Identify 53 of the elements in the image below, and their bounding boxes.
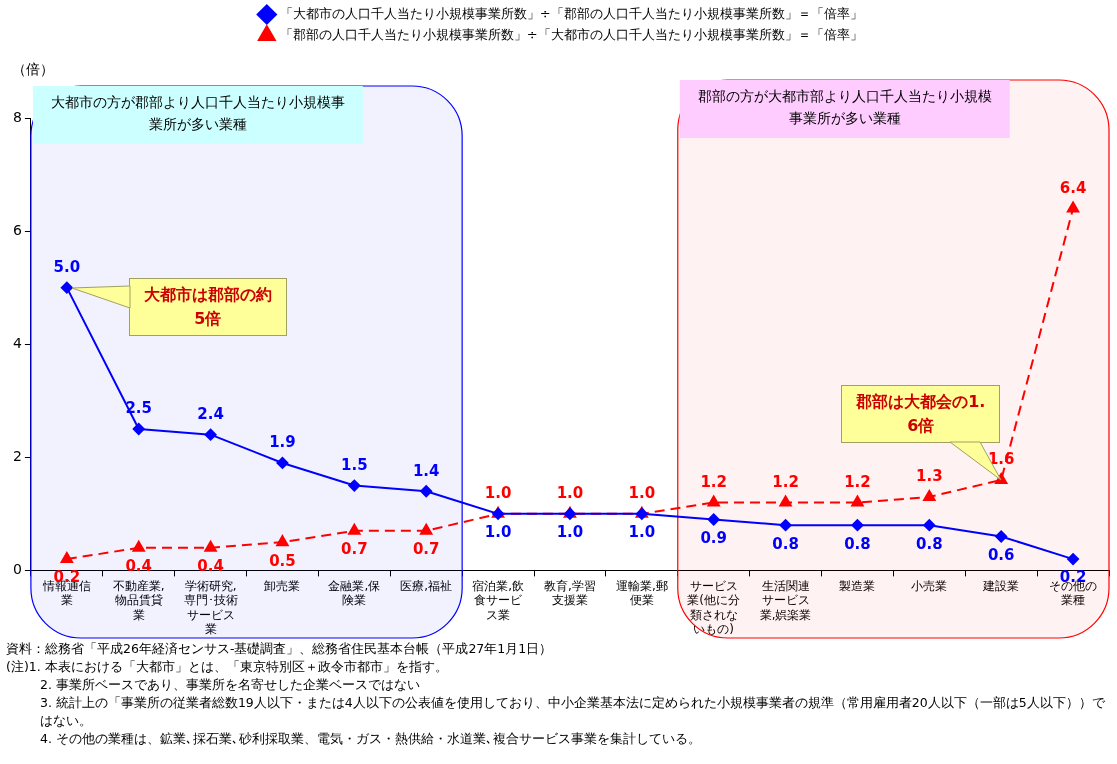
data-label: 1.2 xyxy=(772,472,799,491)
x-tick-label: 金融業,保険業 xyxy=(328,578,381,608)
data-label: 0.8 xyxy=(772,534,799,553)
data-label: 1.5 xyxy=(341,455,368,474)
y-tick-label: 6 xyxy=(12,221,22,238)
data-label: 5.0 xyxy=(53,258,81,277)
data-label: 1.3 xyxy=(916,467,943,486)
data-label: 1.0 xyxy=(484,484,512,503)
x-tick-label: 学術研究,専門･技術サービス業 xyxy=(183,578,238,636)
y-tick-label: 8 xyxy=(12,108,22,125)
x-tick-label: 宿泊業,飲食サービス業 xyxy=(472,578,524,622)
legend-label: 「郡部の人口千人当たり小規模事業所数」÷「大都市の人口千人当たり小規模事業所数」＝「倍率」 xyxy=(279,26,863,42)
data-label: 0.8 xyxy=(916,534,943,553)
band-label: 大都市の方が郡部より人口千人当たり小規模事業所が多い業種 xyxy=(50,93,345,132)
data-label: 0.8 xyxy=(844,534,871,553)
y-axis-title: （倍） xyxy=(12,60,54,77)
annotation: 大都市は郡部の約5倍 xyxy=(143,283,272,330)
text: 2. 事業所ベースであり、事業所を名寄せした企業ベースではない xyxy=(39,676,421,694)
y-tick-label: 2 xyxy=(12,447,22,464)
data-label: 0.7 xyxy=(412,540,440,559)
data-label: 6.4 xyxy=(1059,178,1087,197)
x-tick-label: 小売業 xyxy=(911,578,948,593)
data-label: 1.2 xyxy=(700,472,727,491)
data-label: 1.0 xyxy=(556,523,584,542)
data-label: 2.4 xyxy=(197,405,224,424)
data-label: 1.0 xyxy=(628,484,656,503)
data-label: 0.6 xyxy=(987,545,1015,564)
data-label: 0.7 xyxy=(341,540,368,559)
band-label: 郡部の方が大都市部より人口千人当たり小規模事業所が多い業種 xyxy=(697,87,992,126)
y-tick-label: 4 xyxy=(12,334,22,351)
x-tick-label: 生活関連サービス業,娯楽業 xyxy=(759,578,812,622)
data-label: 1.9 xyxy=(269,433,296,452)
x-tick-label: 卸売業 xyxy=(264,578,301,593)
data-label: 1.2 xyxy=(844,472,871,491)
x-tick-label: 医療,福祉 xyxy=(400,578,453,593)
x-tick-label: 製造業 xyxy=(839,578,876,593)
data-label: 0.9 xyxy=(700,528,727,547)
x-tick-label: 不動産業,物品賃貸業 xyxy=(112,578,165,622)
data-label: 1.0 xyxy=(484,523,512,542)
y-tick-label: 0 xyxy=(12,561,22,578)
data-label: 1.0 xyxy=(628,523,656,542)
data-label: 1.0 xyxy=(556,484,584,503)
annotation: 郡部は大都会の1.6倍 xyxy=(856,390,986,437)
data-label: 1.4 xyxy=(412,461,440,480)
legend-label: 「大都市の人口千人当たり小規模事業所数」÷「郡部の人口千人当たり小規模事業所数」＝「倍率」 xyxy=(279,5,863,21)
text: 3. 統計上の「事業所の従業者総数19人以下・または4人以下の公表値を使用しており、中小企業基本法に定められた小規模事業者の規準（常用雇用者20人以下（一部は5人以下））ではない。 xyxy=(39,694,1106,730)
data-label: 0.5 xyxy=(269,551,296,570)
text: 資料：総務省「平成26年経済センサス-基礎調査」、総務省住民基本台帳（平成27年1月1日） xyxy=(6,640,554,658)
x-tick-label: 教育,学習支援業 xyxy=(544,578,596,608)
text: 4. その他の業種は、鉱業､採石業､砂利採取業、電気・ガス・熱供給・水道業､複合サービス事業を集計している。 xyxy=(39,730,702,748)
x-tick-label: 建設業 xyxy=(982,578,1020,593)
x-tick-label: 運輸業,郵便業 xyxy=(615,578,668,608)
text: (注)1. 本表における「大都市」とは、「東京特別区＋政令市都市」を指す。 xyxy=(6,658,449,676)
